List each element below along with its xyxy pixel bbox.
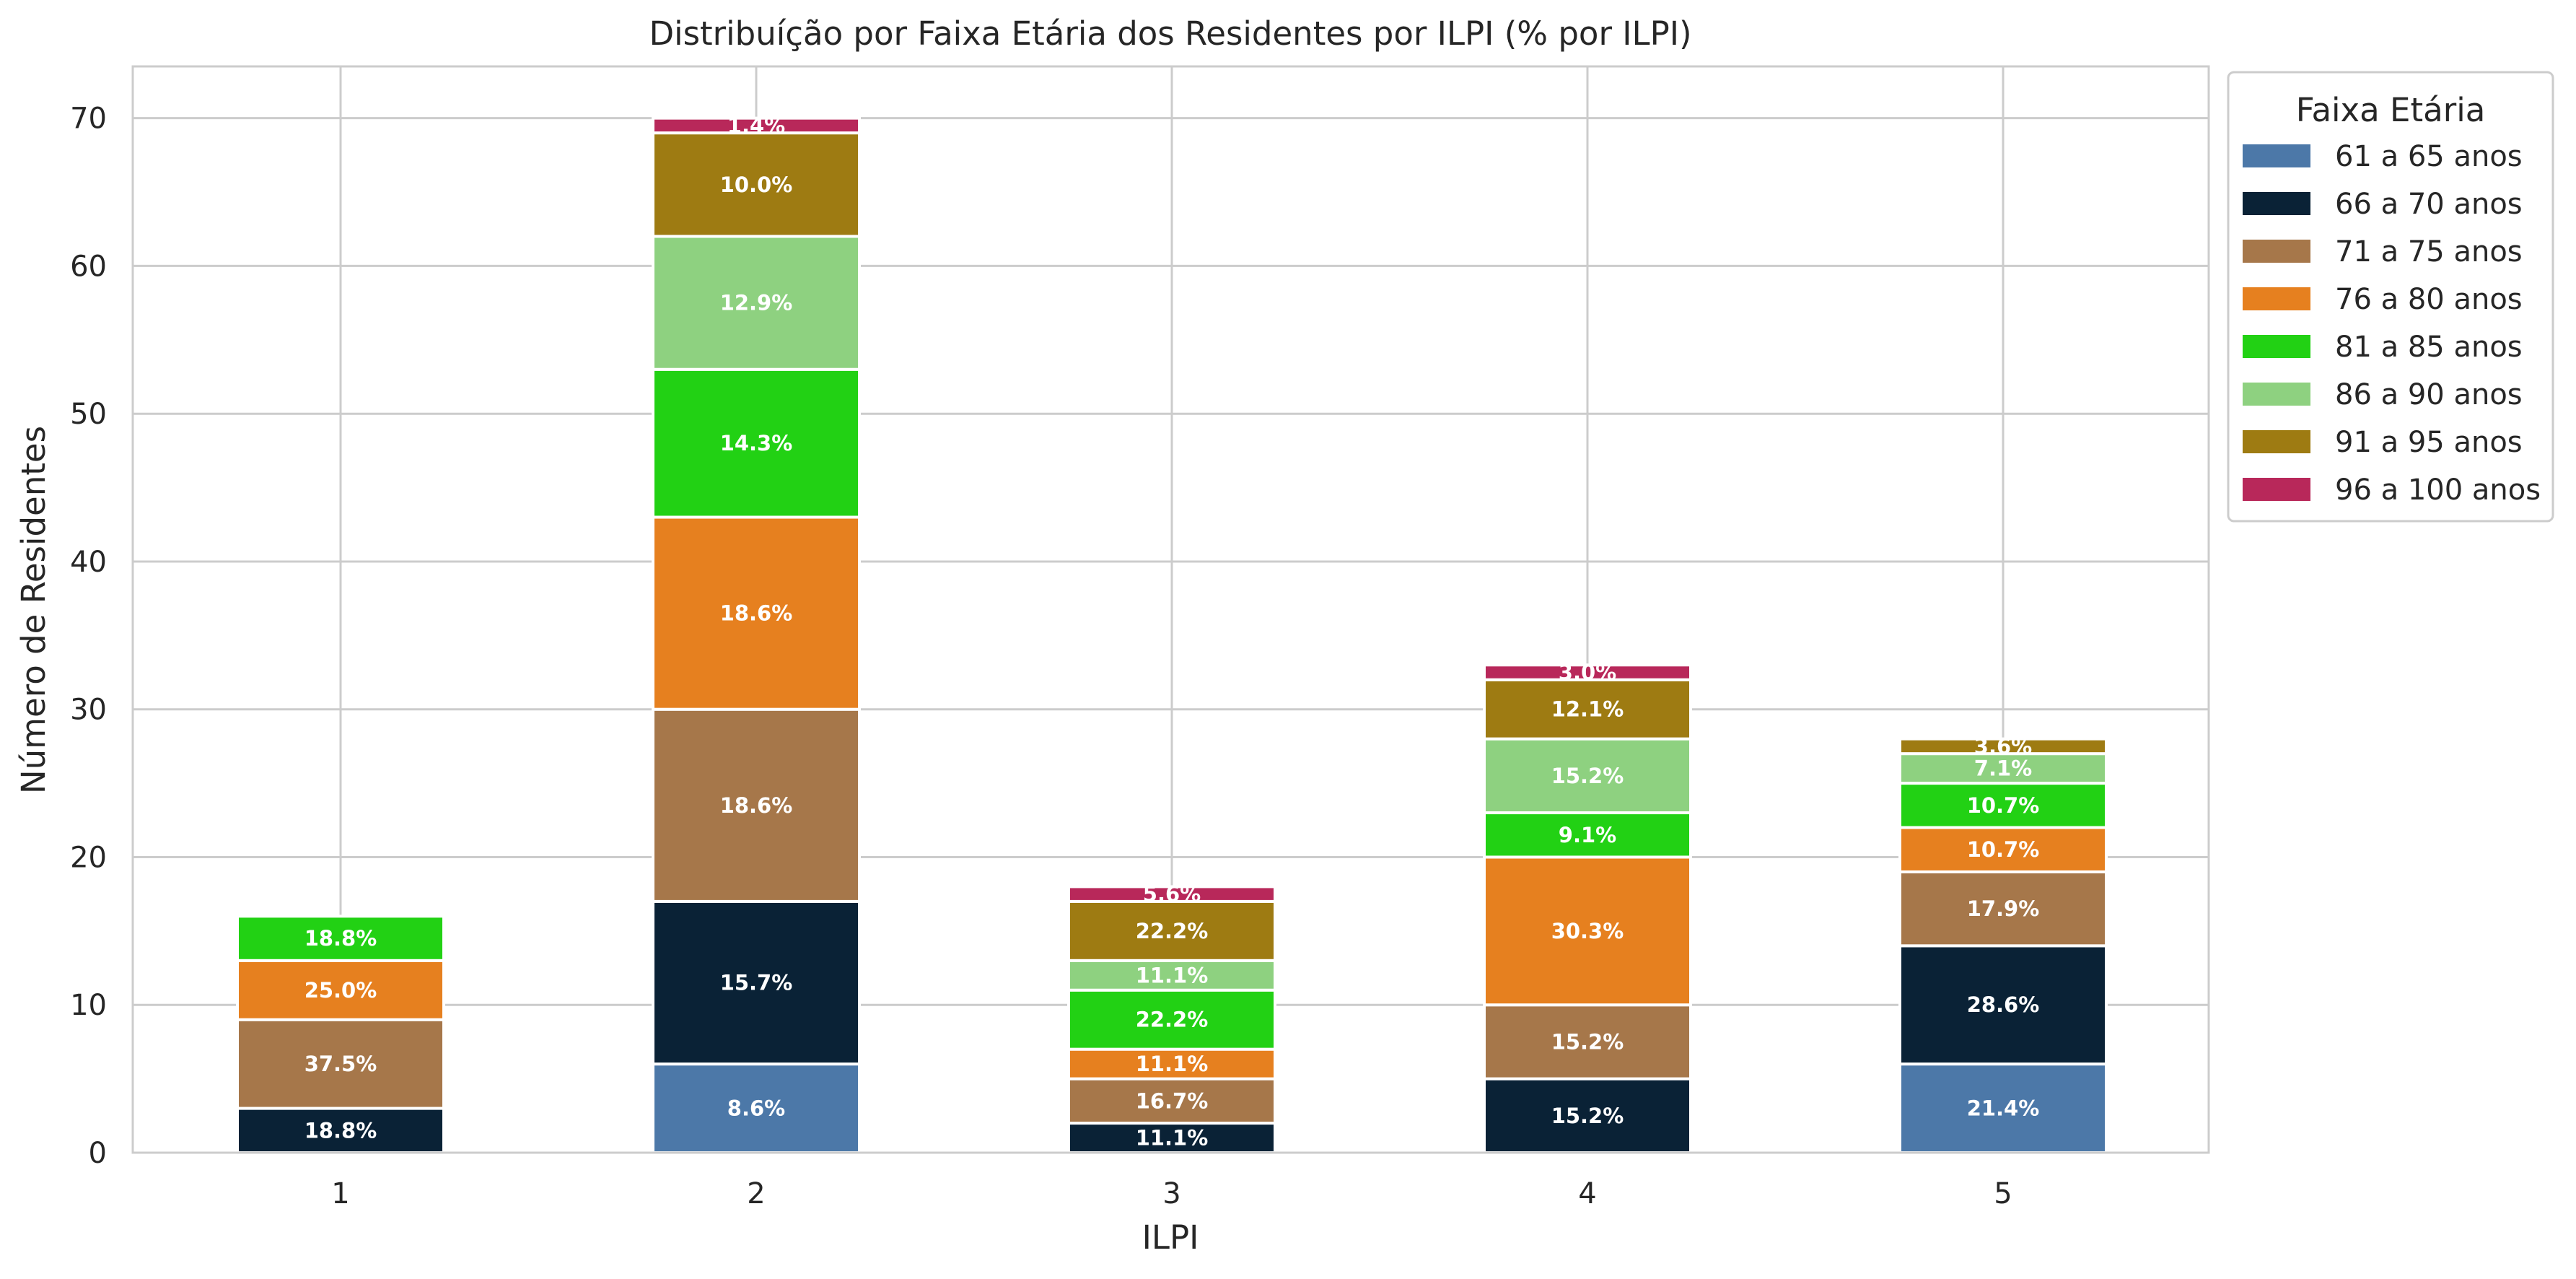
bar-data-label: 11.1% (1136, 1126, 1209, 1151)
bar-data-label: 17.9% (1967, 896, 2040, 921)
y-tick-label: 30 (70, 694, 107, 727)
bar-segment (1483, 663, 1692, 681)
plot-frame (131, 65, 2210, 1154)
x-tick-label: 1 (331, 1177, 349, 1210)
bar-data-label: 22.2% (1136, 919, 1209, 943)
bar-data-label: 14.3% (720, 431, 793, 455)
bar-segment (652, 367, 861, 519)
bar-segment (1067, 1122, 1276, 1154)
bar-segment (1898, 752, 2108, 785)
y-tick-label: 70 (70, 102, 107, 136)
legend-entry-label: 86 a 90 anos (2335, 378, 2523, 411)
bar-data-label: 21.4% (1967, 1096, 2040, 1121)
x-tick-label: 2 (747, 1177, 765, 1210)
bar-data-label: 3.6% (1974, 734, 2032, 759)
bar-data-label: 18.8% (305, 1118, 377, 1143)
legend-entry-label: 96 a 100 anos (2335, 473, 2541, 507)
bar-segment (1483, 737, 1692, 815)
legend-entry-label: 76 a 80 anos (2335, 283, 2523, 316)
y-tick-label: 20 (70, 841, 107, 874)
legend-frame (2227, 71, 2554, 523)
y-axis-label: Número de Residentes (14, 426, 53, 794)
bar-data-label: 11.1% (1136, 963, 1209, 987)
bar-data-label: 30.3% (1551, 919, 1624, 943)
legend-swatch (2243, 335, 2310, 358)
bar-segment (652, 515, 861, 711)
bar-segment (1067, 959, 1276, 992)
bar-data-label: 12.1% (1551, 697, 1624, 722)
bar-data-label: 37.5% (305, 1052, 377, 1076)
bar-segment (1898, 1062, 2108, 1154)
legend-swatch (2243, 240, 2310, 263)
legend-swatch (2243, 430, 2310, 453)
bar-data-labels: 18.8% 37.5% 25.0% 18.8% 8.6% 15.7% 18.6% 18.6% 1… (305, 113, 2040, 1151)
bar-segment (1483, 1003, 1692, 1081)
x-tick-labels: 1 2 3 4 5 (331, 1177, 2012, 1210)
bar-segment (1898, 870, 2108, 948)
bar-segment (236, 959, 445, 1021)
bar-data-label: 7.1% (1974, 756, 2032, 781)
bar-data-label: 11.1% (1136, 1052, 1209, 1076)
legend-swatch (2243, 478, 2310, 501)
x-tick-label: 4 (1578, 1177, 1596, 1210)
legend-swatch (2243, 192, 2310, 215)
bar-segment (1067, 1077, 1276, 1125)
y-tick-label: 60 (70, 250, 107, 283)
chart-title: Distribuíção por Faixa Etária dos Reside… (649, 14, 1691, 53)
legend-swatch (2243, 287, 2310, 310)
bar-data-label: 5.6% (1143, 882, 1201, 907)
x-tick-label: 3 (1162, 1177, 1180, 1210)
bar-segment (236, 914, 445, 962)
y-tick-labels: 0 10 20 30 40 50 60 70 (70, 102, 107, 1170)
bar-data-label: 15.2% (1551, 764, 1624, 788)
legend-swatch (2243, 383, 2310, 406)
bar-segment (1898, 782, 2108, 829)
y-tick-label: 50 (70, 398, 107, 431)
bar-segment (652, 899, 861, 1066)
bar-data-label: 28.6% (1967, 992, 2040, 1017)
bar-data-label: 10.0% (720, 173, 793, 197)
bar-segment (1898, 826, 2108, 873)
y-tick-label: 40 (70, 546, 107, 579)
bar-data-label: 3.0% (1559, 660, 1616, 685)
bar-data-label: 22.2% (1136, 1008, 1209, 1032)
bar-data-label: 12.9% (720, 291, 793, 315)
legend-swatch (2243, 144, 2310, 167)
bar-segment (1898, 737, 2108, 756)
bar-segment (652, 116, 861, 135)
bar-data-label: 10.7% (1967, 793, 2040, 818)
bar-data-label: 1.4% (727, 113, 785, 138)
bar-segment (1067, 885, 1276, 903)
legend-entry-label: 61 a 65 anos (2335, 140, 2523, 173)
bar-segment (1483, 855, 1692, 1007)
bar-data-label: 18.8% (305, 926, 377, 951)
legend-entry-label: 66 a 70 anos (2335, 188, 2523, 221)
bar-data-label: 16.7% (1136, 1088, 1209, 1113)
bar-segment (652, 235, 861, 371)
bar-data-label: 9.1% (1559, 823, 1616, 847)
bar-segments (236, 116, 2108, 1154)
x-tick-label: 5 (1994, 1177, 2012, 1210)
legend-entry-label: 81 a 85 anos (2335, 331, 2523, 364)
bar-data-label: 8.6% (727, 1096, 785, 1121)
y-tick-label: 10 (70, 989, 107, 1022)
legend-title: Faixa Etária (2296, 91, 2486, 129)
legend-entry-label: 71 a 75 anos (2335, 235, 2523, 269)
bar-data-label: 18.6% (720, 601, 793, 626)
legend-entry-label: 91 a 95 anos (2335, 426, 2523, 459)
bar-segment (236, 1018, 445, 1110)
bar-data-label: 25.0% (305, 978, 377, 1003)
bar-data-label: 15.2% (1551, 1029, 1624, 1054)
y-tick-label: 0 (89, 1137, 107, 1170)
bar-segment (1898, 944, 2108, 1066)
bar-data-label: 15.7% (720, 971, 793, 995)
bar-segment (1483, 1077, 1692, 1154)
bar-data-label: 10.7% (1967, 837, 2040, 862)
bar-segment (652, 1062, 861, 1154)
x-axis-label: ILPI (1142, 1218, 1199, 1257)
bar-data-label: 15.2% (1551, 1104, 1624, 1128)
legend: Faixa Etária 61 a 65 anos 66 a 70 anos 71 … (2227, 71, 2554, 523)
bar-data-label: 18.6% (720, 793, 793, 818)
